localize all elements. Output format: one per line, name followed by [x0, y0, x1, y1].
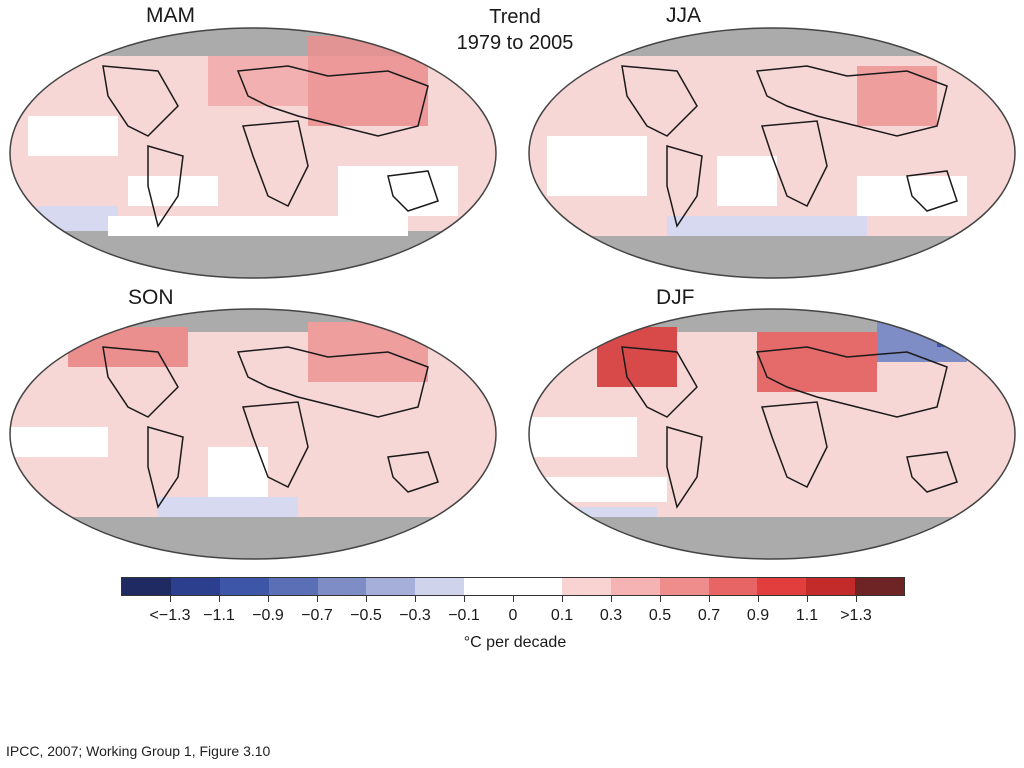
colorbar-swatch: [366, 578, 416, 595]
colorbar-tick: [660, 596, 661, 602]
map-djf: [528, 308, 1016, 560]
colorbar-tick-label: 0.5: [648, 607, 672, 624]
panel-title-jja: JJA: [666, 4, 702, 27]
colorbar-swatch: [317, 578, 367, 595]
colorbar-swatch: [513, 578, 562, 595]
colorbar-swatch: [610, 578, 660, 595]
colorbar-tick-label: 0.7: [697, 607, 721, 624]
panel-title-son: SON: [128, 286, 174, 309]
colorbar-swatch: [219, 578, 269, 595]
colorbar-tick: [219, 596, 220, 602]
colorbar-swatch: [464, 578, 513, 595]
map-jja-coastline: [621, 65, 958, 228]
colorbar-tick: [366, 596, 367, 602]
colorbar-tick-label: 0.9: [746, 607, 770, 624]
colorbar-tick: [415, 596, 416, 602]
map-mam-coastline: [102, 65, 439, 228]
colorbar-tick: [856, 596, 857, 602]
trend-title-line1: Trend: [489, 6, 541, 28]
colorbar-tick-label: 0: [508, 607, 518, 624]
colorbar-tick: [807, 596, 808, 602]
colorbar-tick: [709, 596, 710, 602]
colorbar-tick-label: −0.1: [448, 607, 480, 624]
colorbar-tick-label: −0.9: [252, 607, 284, 624]
map-djf-coastline: [621, 346, 958, 509]
colorbar-swatch: [122, 578, 171, 595]
panel-title-mam: MAM: [146, 4, 195, 27]
colorbar-tick-label: −0.3: [399, 607, 431, 624]
colorbar-tick-label: >1.3: [840, 607, 872, 624]
colorbar-swatch: [855, 578, 904, 595]
colorbar-tick: [268, 596, 269, 602]
colorbar-tick-label: −0.5: [350, 607, 382, 624]
colorbar-tick-label: −0.7: [301, 607, 333, 624]
colorbar-swatch: [268, 578, 318, 595]
map-jja: [528, 27, 1016, 279]
colorbar-tick: [611, 596, 612, 602]
colorbar: [121, 577, 905, 596]
colorbar-swatch: [170, 578, 220, 595]
colorbar-tick-label: 1.1: [795, 607, 819, 624]
colorbar-tick: [758, 596, 759, 602]
colorbar-tick-label: 0.3: [599, 607, 623, 624]
colorbar-swatch: [561, 578, 611, 595]
colorbar-tick-label: −1.1: [203, 607, 235, 624]
map-mam: [9, 27, 497, 279]
colorbar-swatch: [708, 578, 758, 595]
trend-title-line2: 1979 to 2005: [456, 32, 574, 54]
panel-title-djf: DJF: [656, 286, 695, 309]
colorbar-ticks: [121, 596, 905, 606]
colorbar-tick: [562, 596, 563, 602]
colorbar-swatch: [415, 578, 465, 595]
colorbar-tick: [317, 596, 318, 602]
trend-title: Trend 1979 to 2005: [440, 4, 590, 56]
colorbar-swatch: [757, 578, 807, 595]
colorbar-tick-label: 0.1: [550, 607, 574, 624]
colorbar-tick-label: <−1.3: [149, 607, 191, 624]
colorbar-swatch: [659, 578, 709, 595]
colorbar-tick: [170, 596, 171, 602]
colorbar-swatch: [806, 578, 856, 595]
map-son-coastline: [102, 346, 439, 509]
colorbar-tick: [464, 596, 465, 602]
colorbar-tick: [513, 596, 514, 602]
figure-caption: IPCC, 2007; Working Group 1, Figure 3.10: [6, 743, 271, 759]
map-son: [9, 308, 497, 560]
colorbar-unit-label: °C per decade: [463, 634, 567, 651]
